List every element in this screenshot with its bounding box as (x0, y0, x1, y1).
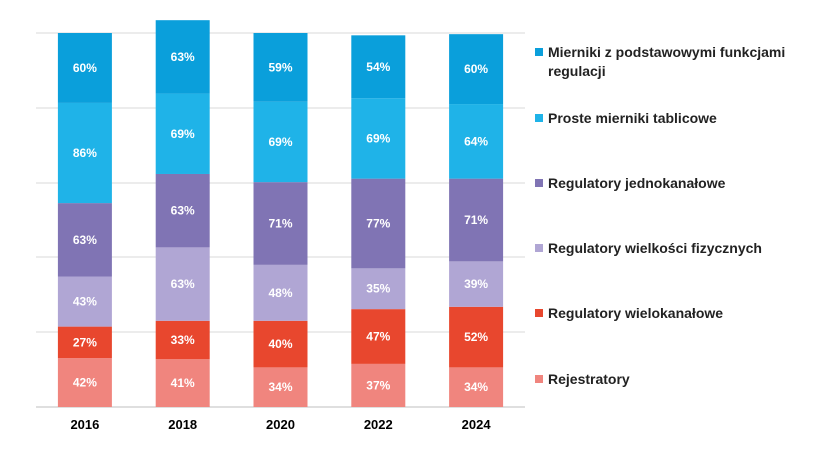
bar-segment (155, 320, 210, 360)
data-label: 63% (73, 233, 97, 247)
bar-segment (253, 101, 308, 183)
bar-segment (57, 102, 112, 204)
data-label: 64% (464, 134, 488, 148)
bar-segment (253, 182, 308, 265)
data-label: 69% (366, 131, 390, 145)
data-label: 48% (268, 286, 292, 300)
data-label: 42% (73, 376, 97, 390)
legend-item: Regulatory jednokanałowe (535, 174, 835, 193)
bar-segment (155, 20, 210, 94)
data-label: 54% (366, 60, 390, 74)
x-tick-labels: 2016 2018 2020 2022 2024 (70, 417, 491, 432)
bar-segment (57, 203, 112, 277)
bar-segment (253, 367, 308, 407)
data-label: 59% (268, 60, 292, 74)
legend-item: Mierniki z podstawowymi funkcjami regula… (535, 43, 835, 81)
legend-item: Rejestratory (535, 370, 835, 389)
data-label: 69% (171, 127, 195, 141)
data-label: 34% (268, 380, 292, 394)
data-labels: 42% 27% 43% 63% 86% 60% 41% 33% 63% 63% 69% 63% 34% 4… (73, 50, 489, 394)
bar-segment (57, 33, 112, 103)
data-label: 43% (73, 295, 97, 309)
legend-item: Proste mierniki tablicowe (535, 109, 835, 128)
data-label: 63% (171, 50, 195, 64)
legend-label: Regulatory jednokanałowe (548, 175, 726, 191)
bar-segment (351, 178, 406, 269)
data-label: 39% (464, 277, 488, 291)
data-label: 86% (73, 146, 97, 160)
data-label: 63% (171, 277, 195, 291)
data-label: 34% (464, 380, 488, 394)
data-label: 69% (268, 135, 292, 149)
x-tick-label: 2022 (364, 417, 393, 432)
data-label: 71% (268, 216, 292, 230)
bar-segment (449, 367, 504, 407)
legend-label: Regulatory wielkości fizycznych (548, 240, 762, 256)
bar-segment (449, 306, 504, 368)
legend-swatch (535, 48, 543, 56)
x-tick-label: 2024 (462, 417, 492, 432)
bar-segment (351, 98, 406, 179)
x-tick-label: 2016 (70, 417, 99, 432)
legend-swatch (535, 179, 543, 187)
data-label: 40% (268, 337, 292, 351)
bar-segment (155, 173, 210, 248)
legend-item: Regulatory wielokanałowe (535, 304, 835, 323)
legend-swatch (535, 114, 543, 122)
bar-segment (57, 326, 112, 359)
bar-segment (351, 35, 406, 99)
bar-segment (351, 268, 406, 310)
bar-segment (449, 178, 504, 262)
bar-segment (253, 320, 308, 368)
bar-segment (351, 363, 406, 407)
legend-swatch (535, 375, 543, 383)
bar-segment (449, 104, 504, 179)
data-label: 33% (171, 333, 195, 347)
x-tick-label: 2018 (168, 417, 197, 432)
legend-swatch (535, 244, 543, 252)
legend-item: Regulatory wielkości fizycznych (535, 239, 835, 258)
bar-segment (155, 247, 210, 321)
bar-segment (449, 34, 504, 105)
bar-segment (155, 359, 210, 407)
data-label: 27% (73, 335, 97, 349)
bar-segment (57, 358, 112, 407)
bar-segment (253, 264, 308, 321)
legend-label: Regulatory wielokanałowe (548, 305, 724, 321)
data-label: 60% (464, 62, 488, 76)
legend-label: Mierniki z podstawowymi funkcjami regula… (548, 44, 786, 79)
bar-segment (57, 276, 112, 327)
data-label: 60% (73, 61, 97, 75)
bars (57, 20, 504, 407)
legend-swatch (535, 309, 543, 317)
legend-label: Rejestratory (548, 371, 630, 387)
data-label: 52% (464, 330, 488, 344)
data-label: 37% (366, 378, 390, 392)
legend-label: Proste mierniki tablicowe (548, 110, 717, 126)
data-label: 71% (464, 213, 488, 227)
x-tick-label: 2020 (266, 417, 295, 432)
data-label: 63% (171, 204, 195, 218)
bar-segment (155, 93, 210, 174)
data-label: 47% (366, 330, 390, 344)
data-label: 41% (171, 376, 195, 390)
bar-segment (351, 309, 406, 364)
data-label: 77% (366, 216, 390, 230)
data-label: 35% (366, 282, 390, 296)
bar-segment (253, 33, 308, 102)
bar-segment (449, 261, 504, 307)
